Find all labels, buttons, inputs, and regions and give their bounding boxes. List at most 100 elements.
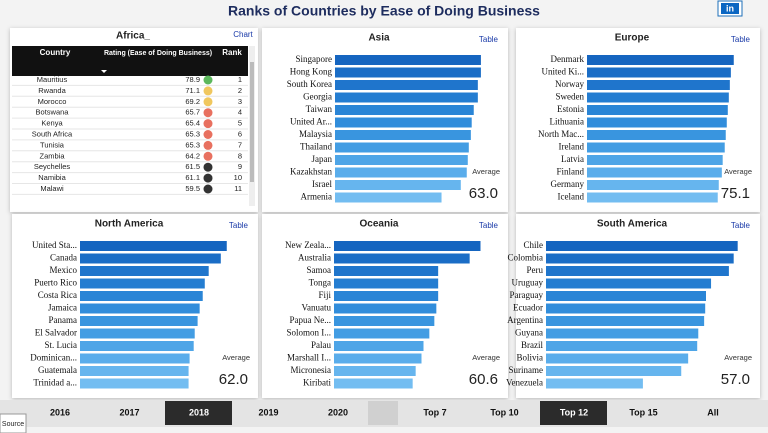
- button-label[interactable]: Top 15: [629, 407, 657, 417]
- status-icon: [203, 97, 213, 107]
- country: Malawi: [40, 184, 64, 193]
- table-link[interactable]: Table: [731, 221, 751, 230]
- bar: [587, 105, 728, 115]
- linkedin-text[interactable]: in: [726, 3, 734, 13]
- category-label: Israel: [312, 179, 332, 189]
- status-icon: [203, 108, 213, 118]
- status-icon: [203, 162, 213, 172]
- bar: [587, 67, 731, 78]
- category-label: Bolivia: [517, 353, 544, 363]
- category-label: United Ki...: [542, 67, 585, 77]
- separator: [368, 401, 398, 425]
- filter-button[interactable]: [234, 401, 302, 425]
- bar: [80, 291, 203, 301]
- table-link[interactable]: Table: [479, 221, 499, 230]
- category-label: Germany: [551, 179, 585, 189]
- rating: 69.2: [185, 97, 200, 106]
- country: Rwanda: [38, 86, 66, 95]
- rank: 7: [238, 140, 242, 149]
- category-label: Vanuatu: [302, 303, 332, 313]
- category-label: Sweden: [556, 92, 585, 102]
- bar: [546, 291, 706, 301]
- column-header: Country: [40, 48, 71, 57]
- table-header: [12, 46, 248, 76]
- category-label: Solomon I...: [286, 328, 331, 338]
- bar: [80, 316, 198, 326]
- country: Namibia: [38, 173, 66, 182]
- button-label[interactable]: Top 12: [560, 407, 588, 417]
- status-icon: [203, 86, 213, 96]
- filter-button[interactable]: [609, 401, 677, 425]
- category-label: Guatemala: [38, 365, 77, 375]
- table-link[interactable]: Table: [229, 221, 249, 230]
- rank: 4: [238, 108, 242, 117]
- button-label[interactable]: Top 7: [423, 407, 446, 417]
- source-box[interactable]: [0, 413, 27, 433]
- category-label: Fiji: [318, 290, 331, 300]
- country: Mauritius: [37, 75, 68, 84]
- category-label: Chile: [524, 240, 544, 250]
- bar: [587, 130, 726, 140]
- button-label[interactable]: 2018: [189, 407, 209, 417]
- rating: 65.3: [185, 129, 200, 138]
- category-label: Denmark: [551, 54, 585, 64]
- button-label[interactable]: 2016: [50, 407, 70, 417]
- bar: [80, 266, 209, 276]
- category-label: Uruguay: [512, 278, 544, 288]
- button-label[interactable]: 2020: [328, 407, 348, 417]
- bar: [334, 303, 437, 314]
- bar: [546, 328, 699, 339]
- rating: 65.7: [185, 108, 200, 117]
- filter-button[interactable]: [470, 401, 538, 425]
- bar: [334, 341, 424, 351]
- average-label: Average: [724, 167, 752, 176]
- bar: [587, 55, 734, 65]
- filter-button[interactable]: [26, 401, 93, 425]
- panel-title: North America: [95, 219, 164, 230]
- panel-title: Europe: [615, 33, 650, 44]
- bar: [587, 80, 730, 90]
- category-label: Panama: [49, 315, 78, 325]
- status-icon: [203, 130, 213, 139]
- category-label: Taiwan: [306, 104, 333, 114]
- category-label: Ireland: [559, 142, 585, 152]
- rating: 65.4: [185, 119, 200, 128]
- table-link[interactable]: Table: [731, 35, 751, 44]
- rank: 5: [238, 119, 242, 128]
- button-label[interactable]: All: [707, 407, 719, 417]
- status-icon: [203, 173, 213, 183]
- bar: [587, 92, 729, 103]
- filter-button[interactable]: [165, 401, 232, 425]
- table-link[interactable]: Table: [479, 35, 499, 44]
- status-icon: [203, 75, 213, 85]
- country: Tunisia: [40, 140, 65, 149]
- category-label: Jamaica: [48, 303, 77, 313]
- filter-button[interactable]: [540, 401, 607, 425]
- filter-button[interactable]: [95, 401, 163, 425]
- status-icon: [203, 119, 213, 129]
- filter-button[interactable]: [679, 401, 746, 425]
- category-label: Marshall I...: [287, 353, 331, 363]
- category-label: Malaysia: [299, 129, 332, 139]
- bar: [335, 92, 478, 103]
- chart-link[interactable]: Chart: [233, 30, 253, 39]
- filter-button[interactable]: [401, 401, 468, 425]
- category-label: Latvia: [561, 154, 584, 164]
- bar: [334, 378, 413, 389]
- filter-button[interactable]: [304, 401, 371, 425]
- category-label: Georgia: [303, 92, 332, 102]
- bar: [334, 241, 481, 251]
- average-label: Average: [222, 353, 250, 362]
- button-label[interactable]: 2019: [258, 407, 278, 417]
- panel-title: Asia: [368, 33, 390, 44]
- category-label: St. Lucia: [45, 340, 78, 350]
- rank: 10: [234, 173, 242, 182]
- category-label: Thailand: [300, 142, 332, 152]
- bar: [334, 266, 439, 276]
- button-label[interactable]: 2017: [119, 407, 139, 417]
- button-label[interactable]: Top 10: [490, 407, 518, 417]
- source-link[interactable]: Source: [2, 421, 24, 428]
- category-label: Suriname: [509, 365, 544, 375]
- bar: [334, 353, 422, 364]
- category-label: Mexico: [50, 265, 78, 275]
